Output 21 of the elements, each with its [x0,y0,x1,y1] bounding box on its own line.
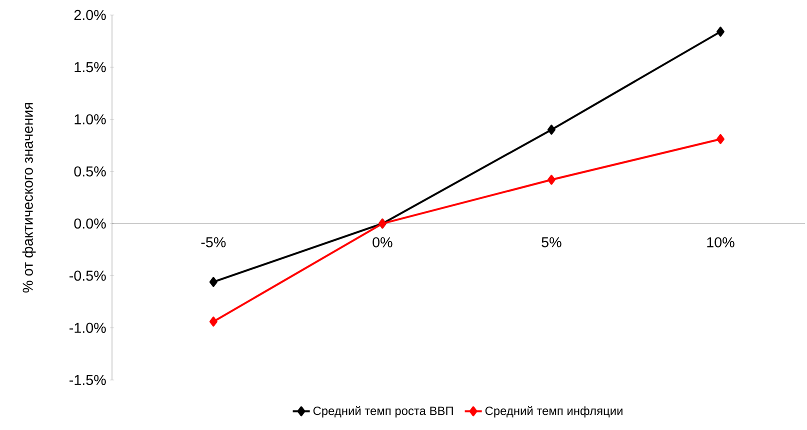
x-tick-label: -5% [201,237,226,248]
point [209,276,218,287]
y-axis-title: % от фактического значения [22,102,36,292]
x-tick-label: 0% [372,237,392,248]
legend-label: Средний темп инфляции [485,406,622,418]
x-tick-label: 5% [542,237,562,248]
x-tick-label: 10% [707,237,734,248]
point [716,26,724,37]
y-tick-label: 2.0% [74,10,106,20]
legend-label: Средний темп роста ВВП [313,406,453,418]
y-tick-label: 1.5% [74,62,106,72]
y-tick-label: 0.5% [74,166,106,177]
y-tick-label: -0.5% [70,270,106,281]
y-tick-label: 0.0% [74,218,106,229]
y-tick-label: -1.5% [70,374,106,386]
y-tick-label: -1.0% [70,322,106,333]
point [716,134,724,144]
point [547,174,556,185]
y-tick-label: 1.0% [74,114,106,124]
point [209,316,218,327]
point [547,124,556,135]
